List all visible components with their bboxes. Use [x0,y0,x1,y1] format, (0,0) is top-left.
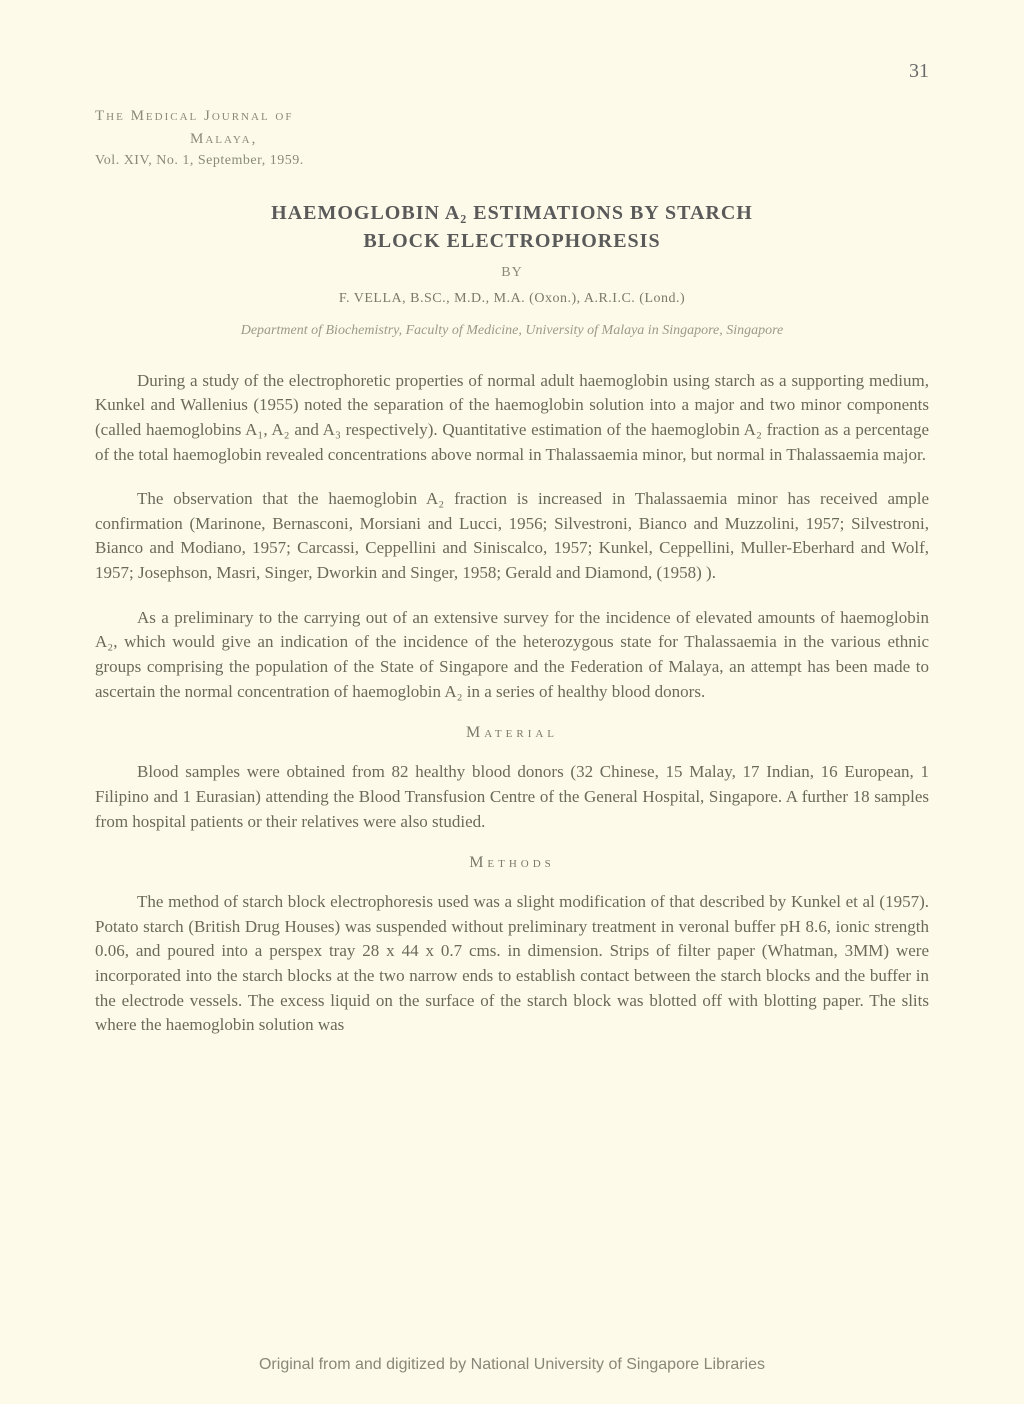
title-line2: BLOCK ELECTROPHORESIS [363,230,660,252]
journal-volume-info: Vol. XIV, No. 1, September, 1959. [95,150,929,171]
journal-title-line1: The Medical Journal of [95,105,929,128]
methods-heading: Methods [95,854,929,872]
journal-title-line2: Malaya, [190,128,929,151]
methods-paragraph: The method of starch block electrophores… [95,890,929,1038]
intro-paragraph-3: As a preliminary to the carrying out of … [95,606,929,705]
intro-paragraph-1: During a study of the electrophoretic pr… [95,369,929,468]
intro-paragraph-2: The observation that the haemoglobin A₂ … [95,487,929,586]
by-label: BY [95,265,929,281]
author-affiliation: Department of Biochemistry, Faculty of M… [95,321,929,341]
author-name: F. VELLA, B.SC., M.D., M.A. (Oxon.), A.R… [95,291,929,307]
material-paragraph: Blood samples were obtained from 82 heal… [95,760,929,834]
article-title: HAEMOGLOBIN A₂ ESTIMATIONS BY STARCH BLO… [95,199,929,255]
digitization-footer: Original from and digitized by National … [0,1356,1024,1374]
title-line1: HAEMOGLOBIN A₂ ESTIMATIONS BY STARCH [271,202,753,224]
material-heading: Material [95,724,929,742]
journal-header: The Medical Journal of Malaya, Vol. XIV,… [95,105,929,171]
page-number: 31 [909,60,929,83]
